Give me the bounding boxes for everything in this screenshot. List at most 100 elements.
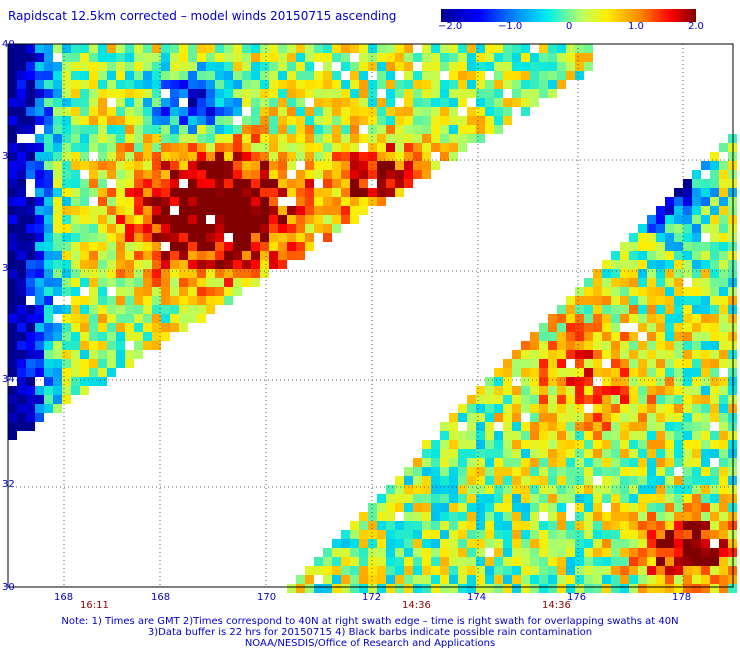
swath-cell — [476, 521, 485, 530]
swath-cell — [44, 107, 53, 116]
swath-cell — [512, 440, 521, 449]
swath-cell — [710, 530, 719, 539]
swath-cell — [548, 494, 557, 503]
swath-cell — [521, 395, 530, 404]
swath-cell — [602, 557, 611, 566]
swath-cell — [656, 557, 665, 566]
swath-cell — [512, 71, 521, 80]
swath-cell — [125, 170, 134, 179]
swath-cell — [611, 566, 620, 575]
swath-cell — [701, 179, 710, 188]
swath-cell — [413, 161, 422, 170]
swath-cell — [26, 53, 35, 62]
swath-cell — [620, 494, 629, 503]
swath-cell — [242, 206, 251, 215]
swath-cell — [701, 269, 710, 278]
swath-cell — [143, 233, 152, 242]
swath-cell — [485, 377, 494, 386]
swath-cell — [152, 206, 161, 215]
swath-cell — [323, 188, 332, 197]
swath-cell — [548, 521, 557, 530]
swath-cell — [287, 53, 296, 62]
swath-cell — [476, 530, 485, 539]
swath-cell — [611, 485, 620, 494]
swath-cell — [674, 431, 683, 440]
swath-cell — [125, 350, 134, 359]
swath-cell — [395, 116, 404, 125]
swath-cell — [287, 215, 296, 224]
swath-cell — [449, 449, 458, 458]
swath-cell — [71, 170, 80, 179]
swath-cell — [674, 377, 683, 386]
swath-cell — [611, 260, 620, 269]
swath-cell — [8, 233, 17, 242]
swath-cell — [44, 134, 53, 143]
swath-cell — [629, 269, 638, 278]
swath-cell — [485, 98, 494, 107]
swath-cell — [287, 71, 296, 80]
swath-cell — [35, 242, 44, 251]
swath-cell — [17, 143, 26, 152]
swath-cell — [467, 125, 476, 134]
swath-cell — [665, 458, 674, 467]
swath-cell — [521, 512, 530, 521]
swath-cell — [539, 467, 548, 476]
swath-cell — [404, 161, 413, 170]
swath-cell — [8, 89, 17, 98]
swath-cell — [287, 125, 296, 134]
swath-cell — [134, 107, 143, 116]
swath-cell — [701, 332, 710, 341]
swath-cell — [458, 80, 467, 89]
swath-cell — [611, 584, 620, 593]
swath-cell — [125, 305, 134, 314]
swath-cell — [593, 341, 602, 350]
swath-cell — [17, 413, 26, 422]
swath-cell — [296, 584, 305, 593]
swath-cell — [62, 53, 71, 62]
swath-cell — [215, 242, 224, 251]
swath-cell — [233, 89, 242, 98]
swath-cell — [629, 467, 638, 476]
swath-cell — [413, 512, 422, 521]
swath-cell — [467, 512, 476, 521]
swath-cell — [62, 152, 71, 161]
swath-cell — [692, 296, 701, 305]
swath-cell — [647, 584, 656, 593]
swath-cell — [485, 422, 494, 431]
swath-cell — [368, 62, 377, 71]
swath-cell — [674, 314, 683, 323]
swath-cell — [656, 521, 665, 530]
swath-cell — [683, 458, 692, 467]
swath-cell — [440, 116, 449, 125]
swath-cell — [683, 494, 692, 503]
swath-cell — [143, 53, 152, 62]
swath-cell — [8, 98, 17, 107]
swath-cell — [557, 530, 566, 539]
swath-cell — [242, 80, 251, 89]
swath-cell — [710, 431, 719, 440]
swath-cell — [593, 305, 602, 314]
swath-cell — [458, 530, 467, 539]
swath-cell — [26, 125, 35, 134]
swath-cell — [530, 89, 539, 98]
swath-cell — [359, 44, 368, 53]
swath-cell — [107, 350, 116, 359]
swath-cell — [629, 530, 638, 539]
swath-cell — [665, 395, 674, 404]
swath-cell — [458, 143, 467, 152]
swath-cell — [89, 170, 98, 179]
swath-cell — [62, 116, 71, 125]
swath-cell — [125, 260, 134, 269]
swath-cell — [350, 116, 359, 125]
swath-cell — [53, 404, 62, 413]
swath-cell — [323, 161, 332, 170]
swath-cell — [521, 53, 530, 62]
swath-cell — [494, 449, 503, 458]
swath-cell — [548, 530, 557, 539]
swath-cell — [674, 539, 683, 548]
swath-cell — [116, 242, 125, 251]
swath-cell — [566, 575, 575, 584]
swath-cell — [116, 134, 125, 143]
swath-cell — [476, 62, 485, 71]
swath-cell — [620, 332, 629, 341]
